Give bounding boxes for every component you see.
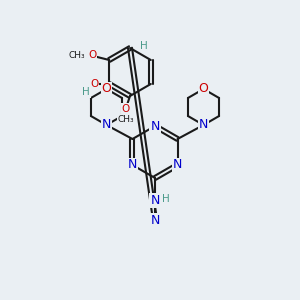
- Text: N: N: [150, 194, 160, 206]
- Text: O: O: [101, 82, 111, 95]
- Text: N: N: [173, 158, 182, 172]
- Text: CH₃: CH₃: [69, 50, 85, 59]
- Text: O: O: [88, 50, 96, 60]
- Text: CH₃: CH₃: [118, 115, 134, 124]
- Text: N: N: [128, 158, 137, 172]
- Text: N: N: [102, 118, 111, 131]
- Text: N: N: [199, 118, 208, 131]
- Text: N: N: [102, 118, 111, 131]
- Text: O: O: [199, 82, 208, 95]
- Text: H: H: [162, 194, 170, 204]
- Text: N: N: [199, 118, 208, 131]
- Text: H: H: [82, 87, 90, 97]
- Text: N: N: [150, 214, 160, 226]
- Text: O: O: [90, 79, 98, 89]
- Text: N: N: [150, 119, 160, 133]
- Text: O: O: [122, 104, 130, 114]
- Text: H: H: [140, 41, 148, 51]
